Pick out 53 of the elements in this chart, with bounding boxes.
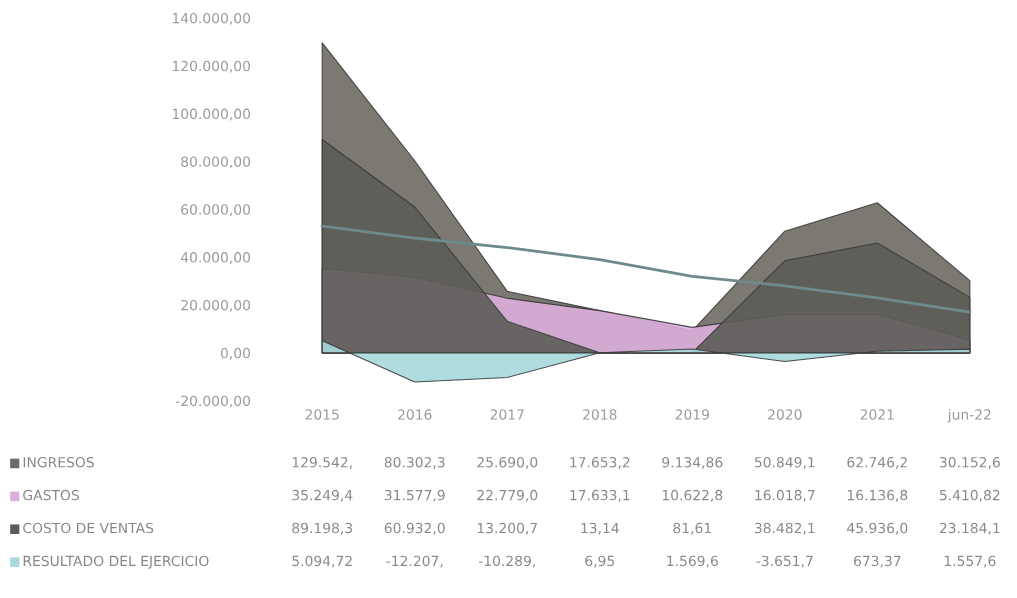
x-tick-label: 2021 (860, 409, 894, 420)
data-label: -3.651,7 (756, 555, 813, 568)
y-tick-label: 60.000,00 (181, 204, 251, 217)
x-tick-label: 2018 (583, 409, 617, 420)
data-label: -10.289, (478, 555, 535, 568)
data-label: 45.936,0 (847, 522, 908, 535)
data-label: 10.622,8 (662, 489, 723, 502)
data-label: 16.018,7 (755, 489, 815, 502)
data-label: 1.557,6 (944, 555, 996, 568)
data-label: 5.094,72 (292, 555, 352, 568)
data-label: 17.633,1 (570, 489, 630, 502)
x-tick-label: 2016 (398, 409, 432, 420)
y-tick-label: 40.000,00 (180, 252, 251, 265)
x-tick-label: 2015 (305, 409, 339, 420)
data-label: 13,14 (581, 522, 619, 535)
data-label: 50.849,1 (754, 456, 815, 469)
data-label: 60.932,0 (384, 522, 445, 535)
data-label: 38.482,1 (754, 522, 815, 535)
data-label: 30.152,6 (939, 456, 1000, 469)
data-label: 81,61 (673, 522, 711, 535)
y-tick-label: 140.000,00 (172, 12, 251, 25)
legend-label: GASTOS (23, 489, 79, 501)
legend-label: COSTO DE VENTAS (23, 522, 154, 534)
data-label: 62.746,2 (847, 456, 907, 469)
data-label: 22.779,0 (477, 489, 538, 502)
data-label: 673,37 (853, 555, 901, 568)
data-label: 23.184,1 (939, 522, 1000, 535)
y-tick-label: 80.000,00 (181, 156, 251, 169)
data-label: 129.542, (292, 456, 352, 469)
legend-label: INGRESOS (23, 456, 94, 468)
x-tick-label: 2017 (490, 409, 524, 420)
x-tick-label: 2020 (768, 409, 802, 420)
y-tick-label: 20.000,00 (181, 299, 251, 312)
data-label: 17.653,2 (570, 456, 630, 469)
data-label: -12.207, (386, 555, 443, 568)
data-label: 5.410,82 (939, 489, 1000, 502)
data-label: 13.200,7 (477, 522, 537, 535)
y-tick-label: 0,00 (220, 347, 251, 360)
data-label: 1.569,6 (667, 555, 718, 568)
legend-label: RESULTADO DEL EJERCICIO (23, 555, 209, 569)
data-label: 31.577,9 (384, 489, 445, 502)
data-label: 35.249,4 (292, 489, 353, 502)
data-label: 9.134,86 (662, 456, 723, 469)
data-label: 80.302,3 (384, 456, 445, 469)
y-tick-label: 120.000,00 (172, 60, 251, 73)
x-tick-label: jun-22 (947, 408, 991, 423)
x-tick-label: 2019 (675, 409, 709, 420)
y-tick-label: -20.000,00 (175, 395, 251, 408)
data-label: 6,95 (585, 555, 615, 568)
y-tick-label: 100.000,00 (172, 108, 251, 121)
data-label: 25.690,0 (477, 456, 538, 469)
data-label: 16.136,8 (847, 489, 908, 502)
data-label: 89.198,3 (292, 522, 353, 535)
